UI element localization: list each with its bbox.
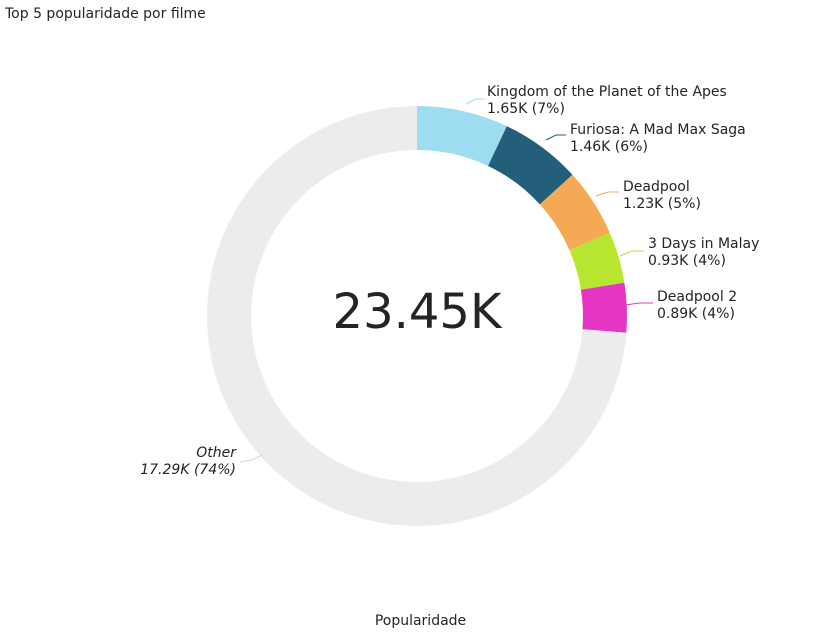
legend-title: Popularidade xyxy=(374,613,467,629)
leader-other xyxy=(239,454,263,463)
total-value: 23.45K xyxy=(332,284,502,340)
label-value-3-days-in-malay: 0.93K (4%) xyxy=(648,253,726,269)
label-name-3-days-in-malay: 3 Days in Malay xyxy=(648,236,759,252)
label-value-kingdom-of-the-planet-of-the-apes: 1.65K (7%) xyxy=(487,101,565,117)
leader-3-days-in-malay xyxy=(619,250,644,257)
slice-3-days-in-malay[interactable] xyxy=(569,232,625,290)
label-value-other: 17.29K (74%) xyxy=(140,462,236,478)
leader-deadpool-2 xyxy=(624,302,653,306)
label-name-kingdom-of-the-planet-of-the-apes: Kingdom of the Planet of the Apes xyxy=(487,84,727,100)
donut-slices xyxy=(207,106,628,526)
label-name-deadpool-2: Deadpool 2 xyxy=(657,289,737,305)
label-name-other: Other xyxy=(196,445,237,461)
label-value-deadpool-2: 0.89K (4%) xyxy=(657,306,735,322)
slice-deadpool-2[interactable] xyxy=(580,282,628,333)
label-name-deadpool: Deadpool xyxy=(623,179,690,195)
slice-deadpool[interactable] xyxy=(539,174,610,251)
label-value-deadpool: 1.23K (5%) xyxy=(623,196,701,212)
leader-lines xyxy=(239,98,653,463)
leader-kingdom-of-the-planet-of-the-apes xyxy=(465,98,485,105)
slice-kingdom-of-the-planet-of-the-apes[interactable] xyxy=(417,106,507,166)
label-name-furiosa-a-mad-max-saga: Furiosa: A Mad Max Saga xyxy=(570,122,746,138)
label-value-furiosa-a-mad-max-saga: 1.46K (6%) xyxy=(570,139,648,155)
chart-title: Top 5 popularidade por filme xyxy=(5,6,206,22)
leader-furiosa-a-mad-max-saga xyxy=(545,134,566,141)
slice-furiosa-a-mad-max-saga[interactable] xyxy=(488,126,573,205)
leader-deadpool xyxy=(595,191,619,197)
